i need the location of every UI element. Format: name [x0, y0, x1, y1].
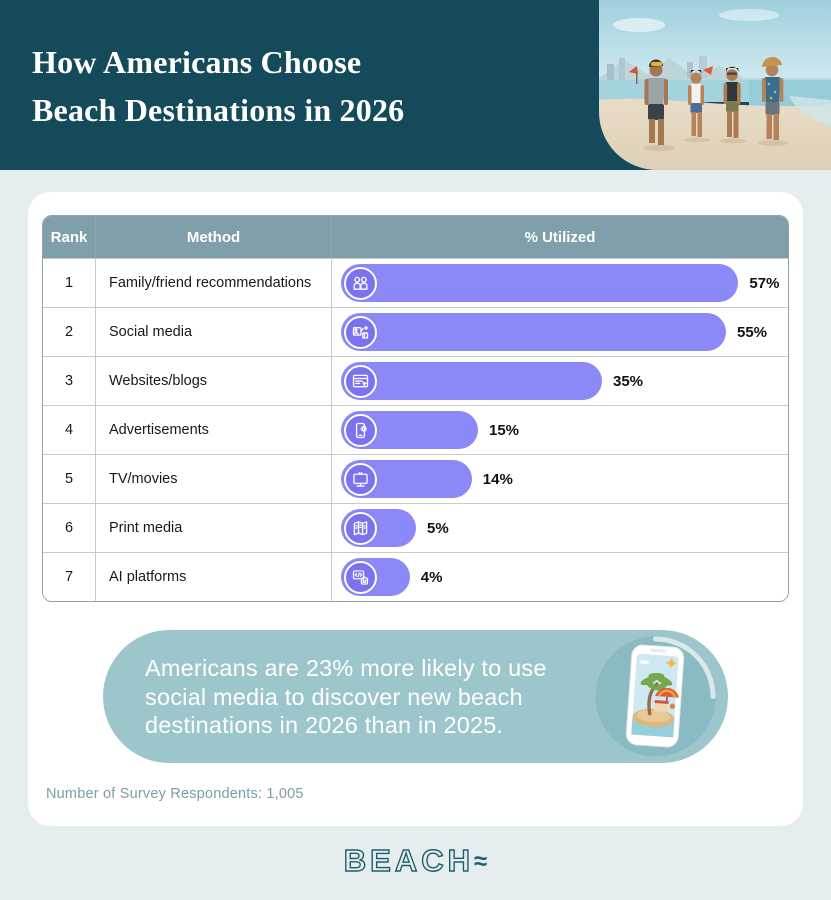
rank-value: 4 [64, 422, 74, 438]
percent-label: 4% [420, 568, 443, 586]
methods-table: Rank Method % Utilized 1 Family/friend r… [42, 215, 789, 602]
insight-callout: Americans are 23% more likely to use soc… [103, 630, 728, 763]
table-row: 3 Websites/blogs 35% [43, 356, 788, 405]
percent-label: 57% [749, 274, 780, 292]
table-body: 1 Family/friend recommendations 57% 2 So… [43, 258, 788, 601]
header-banner: How Americans Choose Beach Destinations i… [0, 0, 831, 170]
percent-bar [341, 558, 410, 596]
percent-label: 15% [489, 421, 520, 439]
rank-value: 5 [64, 471, 74, 487]
ai-icon [344, 560, 377, 594]
method-label: TV/movies [109, 471, 178, 487]
page-title: How Americans Choose Beach Destinations i… [32, 44, 405, 128]
wave-icon: ≈ [474, 848, 488, 875]
percent-bar [341, 264, 739, 302]
rank-value: 6 [64, 520, 74, 536]
respondents-note: Number of Survey Respondents: 1,005 [46, 786, 304, 802]
percent-label: 55% [737, 323, 768, 341]
mobile-ad-icon [344, 413, 377, 447]
beach-logo: BEACH≈ [0, 842, 831, 879]
method-label: Advertisements [109, 422, 209, 438]
percent-bar [341, 411, 478, 449]
table-row: 5 TV/movies 14% [43, 454, 788, 503]
percent-label: 35% [613, 372, 644, 390]
column-header-utilized: % Utilized [524, 228, 596, 246]
method-label: Print media [109, 520, 183, 536]
table-row: 2 Social media 55% [43, 307, 788, 356]
percent-bar [341, 362, 602, 400]
method-label: Websites/blogs [109, 373, 208, 389]
table-row: 7 AI platforms 4% [43, 552, 788, 601]
rank-value: 3 [64, 373, 74, 389]
people-icon [344, 266, 377, 300]
print-media-icon [344, 511, 377, 545]
beach-logo-text: BEACH [343, 842, 475, 878]
rank-value: 1 [64, 275, 74, 291]
rank-value: 7 [64, 569, 74, 585]
table-row: 6 Print media 5% [43, 503, 788, 552]
column-header-method: Method [96, 216, 332, 258]
percent-label: 14% [482, 470, 513, 488]
insight-text: Americans are 23% more likely to use soc… [145, 655, 547, 739]
method-label: AI platforms [109, 569, 187, 585]
table-row: 1 Family/friend recommendations 57% [43, 258, 788, 307]
browser-icon [344, 364, 377, 398]
percent-bar [341, 313, 726, 351]
content-card: Rank Method % Utilized 1 Family/friend r… [28, 192, 803, 826]
phone-beach-illustration-icon [593, 634, 718, 759]
rank-value: 2 [64, 324, 74, 340]
percent-label: 5% [427, 519, 449, 537]
table-header-row: Rank Method % Utilized [43, 216, 788, 258]
tv-icon [344, 462, 377, 496]
percent-bar [341, 460, 472, 498]
beach-friends-photo [599, 0, 831, 170]
method-label: Family/friend recommendations [109, 275, 312, 291]
method-label: Social media [109, 324, 193, 340]
social-media-icon [344, 315, 377, 349]
column-header-rank: Rank [43, 216, 96, 258]
table-row: 4 Advertisements 15% [43, 405, 788, 454]
percent-bar [341, 509, 416, 547]
